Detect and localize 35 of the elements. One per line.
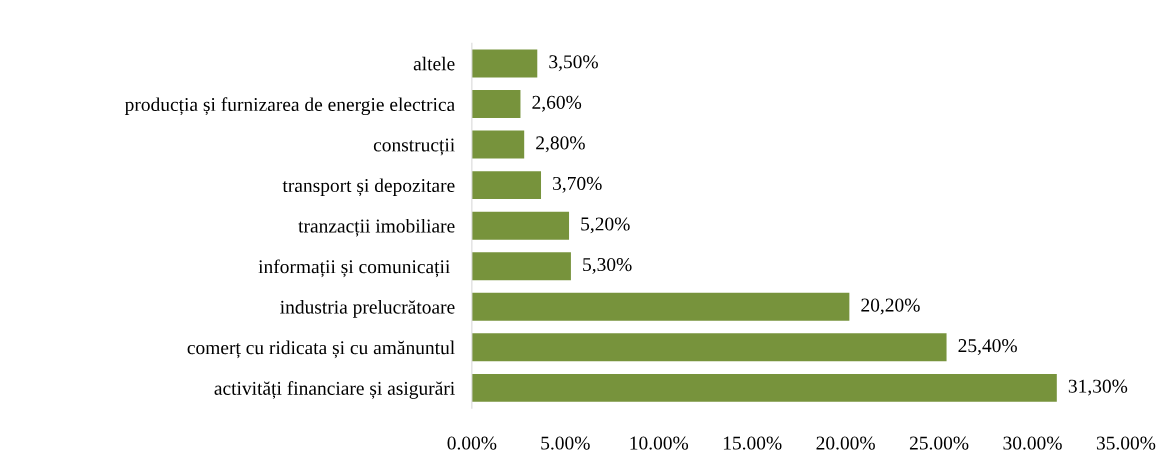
data-label: 5,30% [583, 257, 632, 274]
bar [471, 90, 521, 119]
bar [471, 171, 542, 200]
y-tick-label: informații și comunicații [258, 259, 450, 278]
x-tick-label: 25.00% [909, 436, 969, 450]
y-tick-label: activități financiare și asigurări [214, 381, 455, 399]
y-tick-label: tranzacții imobiliare [298, 218, 455, 237]
data-label: 31,30% [1068, 379, 1128, 396]
y-tick-label: industria prelucrătoare [280, 300, 455, 318]
x-tick-label: 20.00% [816, 436, 875, 450]
y-tick-label: transport și depozitare [282, 178, 455, 197]
data-label: 3,70% [553, 176, 602, 193]
x-tick-label: 30.00% [1003, 436, 1062, 450]
x-tick-label: 5.00% [541, 436, 590, 450]
data-label: 5,20% [581, 217, 630, 234]
bar [471, 252, 571, 281]
y-tick-label: producția și furnizarea de energie electrica [124, 97, 455, 116]
bar [471, 130, 525, 159]
bar [471, 292, 850, 321]
bar [471, 373, 1057, 402]
x-tick-label: 15.00% [723, 436, 782, 450]
x-tick-label: 35.00% [1096, 436, 1156, 450]
bar [471, 333, 947, 362]
data-label: 20,20% [861, 298, 920, 315]
data-label: 25,40% [958, 339, 1017, 355]
data-label: 3,50% [549, 55, 598, 72]
data-label: 2,60% [532, 95, 582, 112]
x-tick-label: 10.00% [630, 436, 689, 450]
y-tick-label: altele [413, 56, 455, 71]
x-tick-label: 0.00% [447, 436, 497, 450]
data-label: 2,80% [536, 136, 585, 153]
bar [471, 49, 538, 78]
bar [471, 211, 570, 240]
y-tick-label: construcții [373, 138, 455, 156]
y-tick-label: comerț cu ridicata și cu amănuntul [187, 340, 455, 359]
